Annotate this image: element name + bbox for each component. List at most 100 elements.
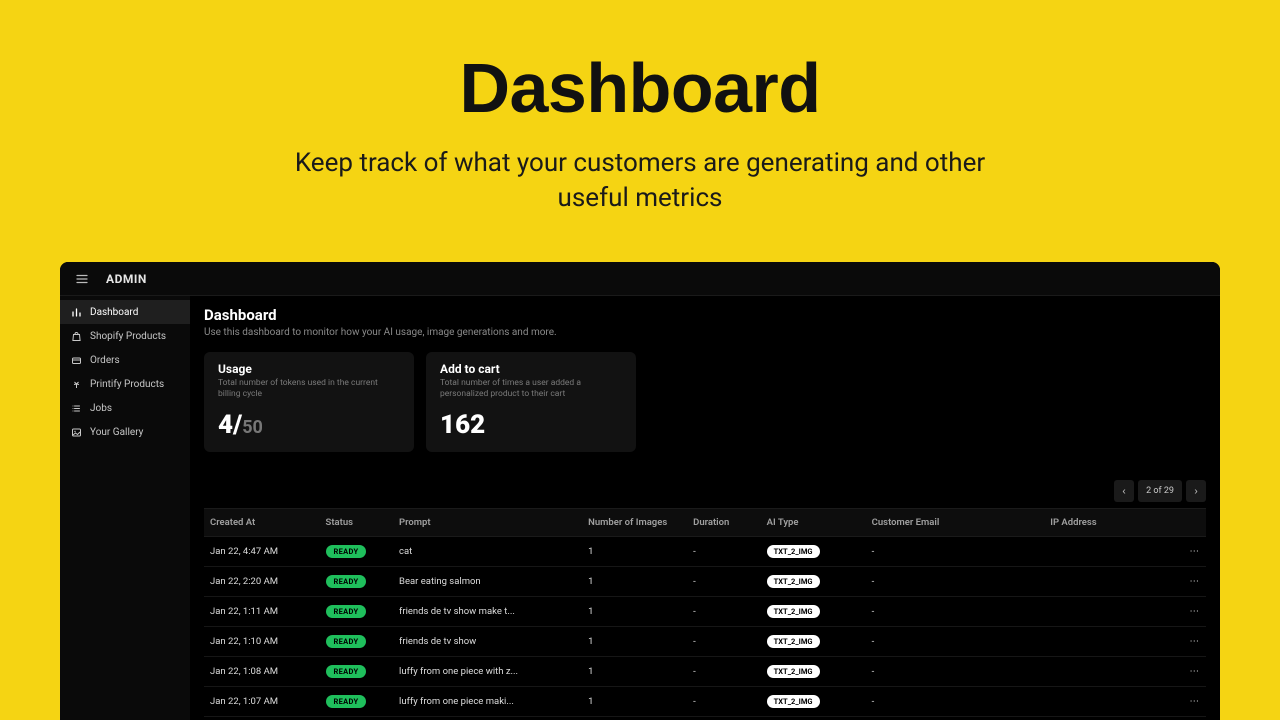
sidebar-item-orders[interactable]: Orders [60,348,190,372]
cell-number-of-images: 1 [582,657,687,687]
generations-table: Created At Status Prompt Number of Image… [204,508,1206,717]
cell-status: READY [320,627,394,657]
cell-customer-email: - [866,567,1045,597]
status-badge: READY [326,545,367,558]
col-ip-address[interactable]: IP Address [1044,509,1181,537]
table-row[interactable]: Jan 22, 1:07 AMREADYluffy from one piece… [204,687,1206,717]
cell-created-at: Jan 22, 1:10 AM [204,627,320,657]
page-description: Use this dashboard to monitor how your A… [204,327,1206,338]
col-prompt[interactable]: Prompt [393,509,582,537]
cell-prompt: friends de tv show make t... [393,597,582,627]
bag-icon [70,330,82,342]
sidebar-item-printify-products[interactable]: Printify Products [60,372,190,396]
brand-label: ADMIN [106,272,147,286]
pager-next-button[interactable]: › [1186,480,1206,502]
cell-status: READY [320,597,394,627]
cell-status: READY [320,657,394,687]
cell-number-of-images: 1 [582,597,687,627]
usage-card-desc: Total number of tokens used in the curre… [218,378,400,400]
table-row[interactable]: Jan 22, 1:10 AMREADYfriends de tv show1-… [204,627,1206,657]
cell-number-of-images: 1 [582,627,687,657]
row-menu-button[interactable]: ⋯ [1181,597,1206,627]
row-menu-button[interactable]: ⋯ [1181,657,1206,687]
cell-ip-address [1044,597,1181,627]
image-icon [70,426,82,438]
ai-type-badge: TXT_2_IMG [767,665,820,678]
sidebar-item-label: Orders [90,355,120,366]
col-status[interactable]: Status [320,509,394,537]
pager-prev-button[interactable]: ‹ [1114,480,1134,502]
ai-type-badge: TXT_2_IMG [767,635,820,648]
col-number-of-images[interactable]: Number of Images [582,509,687,537]
col-created-at[interactable]: Created At [204,509,320,537]
cell-ai-type: TXT_2_IMG [761,567,866,597]
col-ai-type[interactable]: AI Type [761,509,866,537]
table-row[interactable]: Jan 22, 1:11 AM READY friends de tv show m… [204,597,1206,627]
cell-ai-type: TXT_2_IMG [761,687,866,717]
hamburger-icon[interactable] [70,267,94,291]
cell-prompt: luffy from one piece maki... [393,687,582,717]
cell-prompt: friends de tv show [393,627,582,657]
col-duration[interactable]: Duration [687,509,761,537]
cell-number-of-images: 1 [582,567,687,597]
pager-label: 2 of 29 [1138,480,1182,502]
col-customer-email[interactable]: Customer Email [866,509,1045,537]
cart-card-desc: Total number of times a user added a per… [440,378,622,400]
row-menu-button[interactable]: ⋯ [1181,687,1206,717]
topbar: ADMIN [60,262,1220,296]
cell-ip-address [1044,567,1181,597]
sidebar-item-jobs[interactable]: Jobs [60,396,190,420]
cell-created-at: Jan 22, 2:20 AM [204,567,320,597]
cell-customer-email: - [866,657,1045,687]
cell-customer-email: - [866,537,1045,567]
usage-card-value: 4/50 [218,410,400,440]
table-row[interactable]: Jan 22, 1:08 AM READY luffy from one piece… [204,657,1206,687]
cell-status: READY [320,567,394,597]
table-row[interactable]: Jan 22, 2:20 AMREADYBear eating salmon1-… [204,567,1206,597]
sidebar-item-label: Jobs [90,403,112,414]
cell-status: READY [320,537,394,567]
sidebar-item-dashboard[interactable]: Dashboard [60,300,190,324]
cell-duration: - [687,537,761,567]
cell-prompt: Bear eating salmon [393,567,582,597]
ai-type-badge: TXT_2_IMG [767,575,820,588]
cell-created-at: Jan 22, 1:11 AM [204,597,320,627]
ai-type-badge: TXT_2_IMG [767,695,820,708]
main-content: Dashboard Use this dashboard to monitor … [190,296,1220,720]
hero-subtitle: Keep track of what your customers are ge… [290,146,990,216]
cell-ai-type: TXT_2_IMG [761,627,866,657]
cell-number-of-images: 1 [582,687,687,717]
cell-created-at: Jan 22, 1:08 AM [204,657,320,687]
status-badge: READY [326,635,367,648]
sidebar-item-label: Dashboard [90,307,138,318]
status-badge: READY [326,665,367,678]
cell-duration: - [687,567,761,597]
cell-ai-type: TXT_2_IMG [761,537,866,567]
table-row[interactable]: Jan 22, 4:47 AMREADYcat1-TXT_2_IMG-⋯ [204,537,1206,567]
cart-card-value: 162 [440,410,622,440]
cell-prompt: luffy from one piece with z... [393,657,582,687]
cell-duration: - [687,597,761,627]
cell-customer-email: - [866,597,1045,627]
cell-customer-email: - [866,687,1045,717]
cell-duration: - [687,657,761,687]
stats-cards: Usage Total number of tokens used in the… [204,352,1206,452]
ai-type-badge: TXT_2_IMG [767,605,820,618]
row-menu-button[interactable]: ⋯ [1181,567,1206,597]
sidebar-item-shopify-products[interactable]: Shopify Products [60,324,190,348]
hero: Dashboard Keep track of what your custom… [0,0,1280,216]
pagination: ‹ 2 of 29 › [204,480,1206,502]
bar-chart-icon [70,306,82,318]
cell-number-of-images: 1 [582,537,687,567]
ai-type-badge: TXT_2_IMG [767,545,820,558]
cell-created-at: Jan 22, 4:47 AM [204,537,320,567]
cell-ai-type: TXT_2_IMG [761,657,866,687]
sidebar-item-your-gallery[interactable]: Your Gallery [60,420,190,444]
row-menu-button[interactable]: ⋯ [1181,537,1206,567]
cell-ip-address [1044,627,1181,657]
cell-prompt: cat [393,537,582,567]
cart-card-title: Add to cart [440,362,622,376]
status-badge: READY [326,605,367,618]
cell-ip-address [1044,537,1181,567]
row-menu-button[interactable]: ⋯ [1181,627,1206,657]
